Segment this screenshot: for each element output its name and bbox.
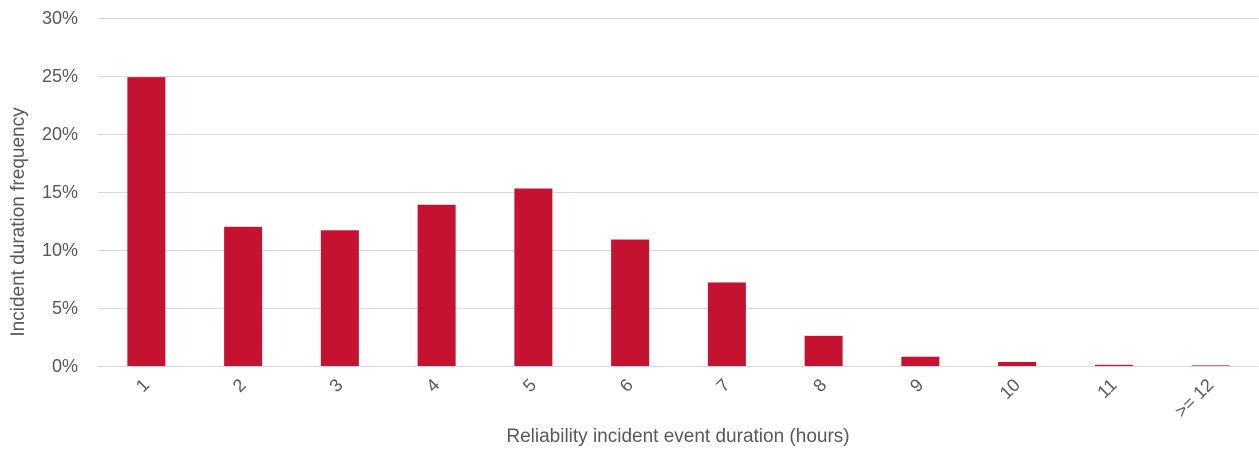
- y-tick-label: 0%: [52, 356, 78, 376]
- x-tick-label: 5: [519, 375, 540, 396]
- y-tick-label: 10%: [42, 240, 78, 260]
- x-tick-label: 2: [229, 375, 250, 396]
- x-tick-label: 4: [422, 375, 443, 396]
- y-tick-label: 25%: [42, 66, 78, 86]
- x-tick-label: 8: [809, 375, 830, 396]
- x-tick-label: 11: [1093, 375, 1120, 402]
- x-tick-label: 7: [712, 375, 733, 396]
- y-tick-label: 20%: [42, 124, 78, 144]
- bar-12: [1191, 365, 1230, 366]
- bar-4: [417, 204, 456, 366]
- y-axis-ticks: 0% 5% 10% 15% 20% 25% 30%: [42, 8, 78, 376]
- bar-5: [514, 188, 553, 366]
- bar-2: [224, 226, 263, 366]
- x-tick-label: 9: [906, 375, 927, 396]
- bar-11: [1094, 364, 1133, 366]
- x-tick-label: 3: [325, 375, 346, 396]
- bar-7: [707, 282, 746, 366]
- y-tick-label: 30%: [42, 8, 78, 28]
- y-axis-title: Incident duration frequency: [8, 107, 29, 337]
- bar-8: [804, 335, 843, 366]
- bar-1: [127, 77, 166, 366]
- bar-10: [998, 361, 1037, 366]
- y-tick-label: 5%: [52, 298, 78, 318]
- bars: [127, 77, 1230, 366]
- x-tick-label: >= 12: [1171, 375, 1218, 422]
- x-tick-label: 10: [996, 375, 1024, 403]
- x-tick-label: 1: [132, 375, 153, 396]
- y-tick-label: 15%: [42, 182, 78, 202]
- bar-6: [611, 239, 650, 366]
- x-axis-ticks: 1 2 3 4 5 6 7 8 9 10 11 >= 12: [132, 375, 1217, 422]
- gridlines: [98, 18, 1258, 367]
- bar-3: [320, 230, 359, 366]
- x-axis-title: Reliability incident event duration (hou…: [506, 426, 849, 447]
- bar-9: [901, 356, 940, 366]
- x-tick-label: 6: [616, 375, 637, 396]
